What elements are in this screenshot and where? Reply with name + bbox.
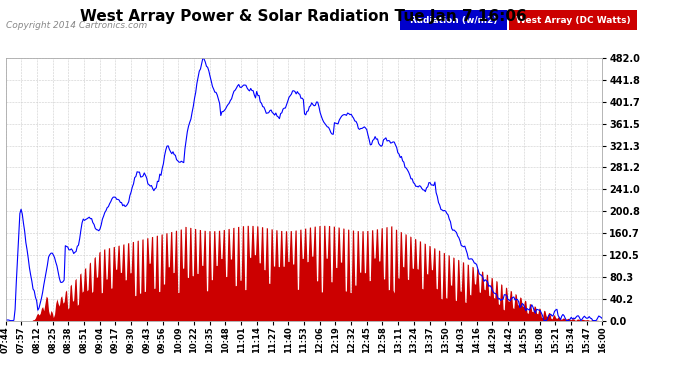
Text: West Array Power & Solar Radiation Tue Jan 7 16:06: West Array Power & Solar Radiation Tue J… — [80, 9, 527, 24]
Text: Copyright 2014 Cartronics.com: Copyright 2014 Cartronics.com — [6, 21, 147, 30]
Text: Radiation (w/m2): Radiation (w/m2) — [410, 16, 497, 25]
Text: West Array (DC Watts): West Array (DC Watts) — [515, 16, 631, 25]
